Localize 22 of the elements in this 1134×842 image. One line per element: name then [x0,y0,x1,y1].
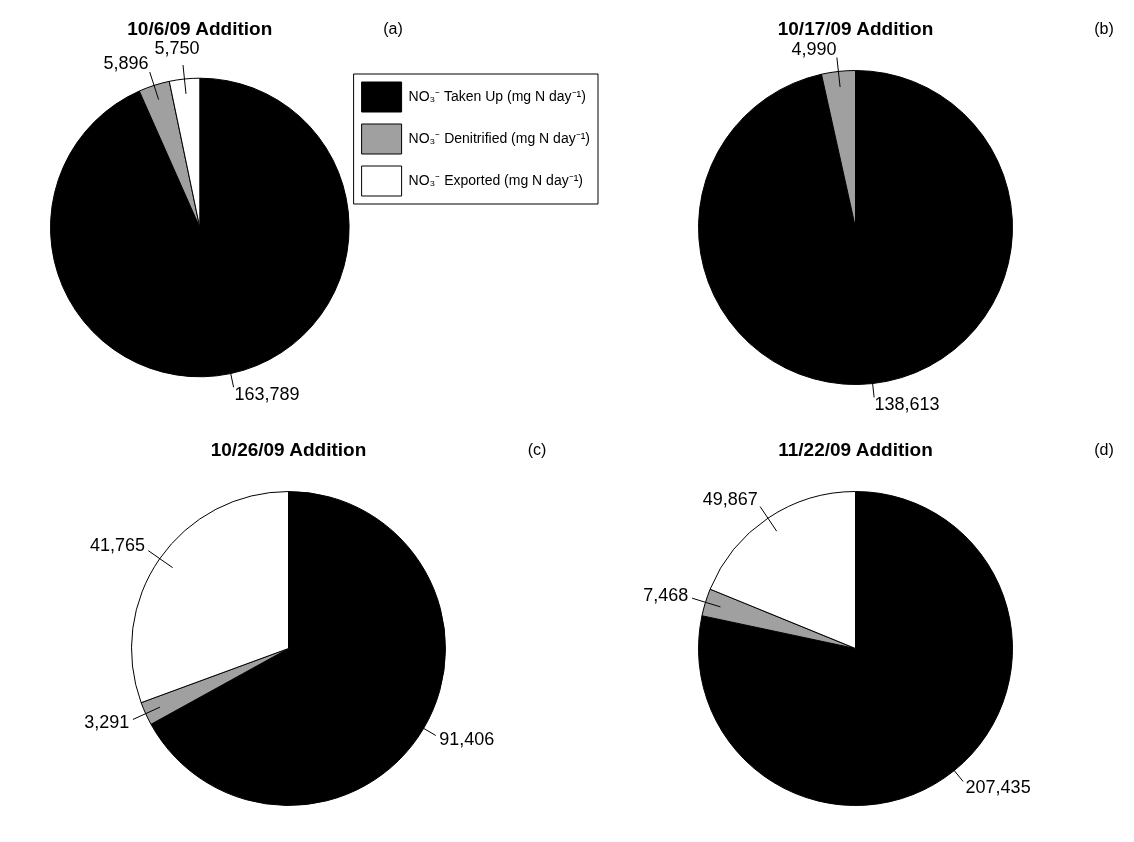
data-label: 7,468 [643,584,689,605]
text: (c) [527,441,547,459]
text: (b) [1094,20,1114,38]
data-label: 163,789 [234,384,300,405]
text: (a) [383,20,403,38]
legend-label: NO₃⁻ Denitrified (mg N day⁻¹) [408,129,590,146]
chart-title: 10/6/09 Addition [127,18,273,40]
data-label: 49,867 [702,488,758,509]
data-label: 207,435 [965,776,1031,797]
legend-label: NO₃⁻ Exported (mg N day⁻¹) [408,171,584,188]
legend-label: NO₃⁻ Taken Up (mg N day⁻¹) [408,87,586,104]
chart-title: 11/22/09 Addition [778,439,933,461]
data-label: 5,750 [154,38,200,59]
chart-title: 10/17/09 Addition [777,18,934,40]
data-label: 41,765 [89,535,145,556]
chart-title: 10/26/09 Addition [210,439,367,461]
text: (d) [1094,441,1114,459]
data-label: 3,291 [84,711,130,732]
data-label: 91,406 [439,728,495,749]
data-label: 4,990 [791,38,837,59]
data-label: 5,896 [103,53,149,74]
data-label: 138,613 [874,394,940,415]
